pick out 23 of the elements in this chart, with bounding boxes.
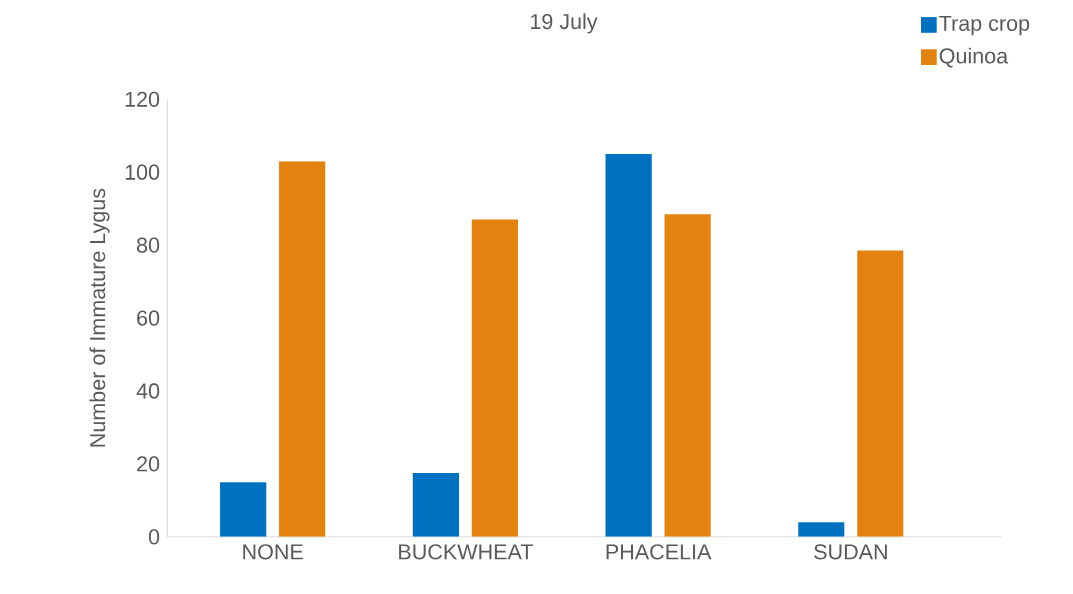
y-axis-title: Number of Immature Lygus xyxy=(89,188,110,447)
chart-title: 19 July xyxy=(530,13,598,34)
y-tick-label: 0 xyxy=(148,529,160,545)
y-tick-label: 60 xyxy=(137,310,160,326)
y-tick-label: 40 xyxy=(136,383,160,399)
bar xyxy=(798,522,845,537)
bar xyxy=(279,161,326,537)
bar xyxy=(664,214,711,537)
y-tick-label: 20 xyxy=(137,456,160,472)
bar xyxy=(605,154,652,537)
y-tick-label: 80 xyxy=(137,237,160,253)
x-tick-label: PHACELIA xyxy=(606,544,712,560)
bar xyxy=(220,482,267,537)
bar xyxy=(857,250,904,537)
x-tick-label: SUDAN xyxy=(814,544,887,560)
bar xyxy=(412,473,460,537)
legend-label: Quinoa xyxy=(939,47,1009,68)
y-tick-label: 100 xyxy=(125,164,160,180)
y-tick-label: 120 xyxy=(125,91,160,107)
x-tick-label: NONE xyxy=(243,544,303,560)
x-tick-label: BUCKWHEAT xyxy=(399,544,533,560)
legend-label: Trap crop xyxy=(939,15,1030,36)
bar xyxy=(471,219,519,537)
